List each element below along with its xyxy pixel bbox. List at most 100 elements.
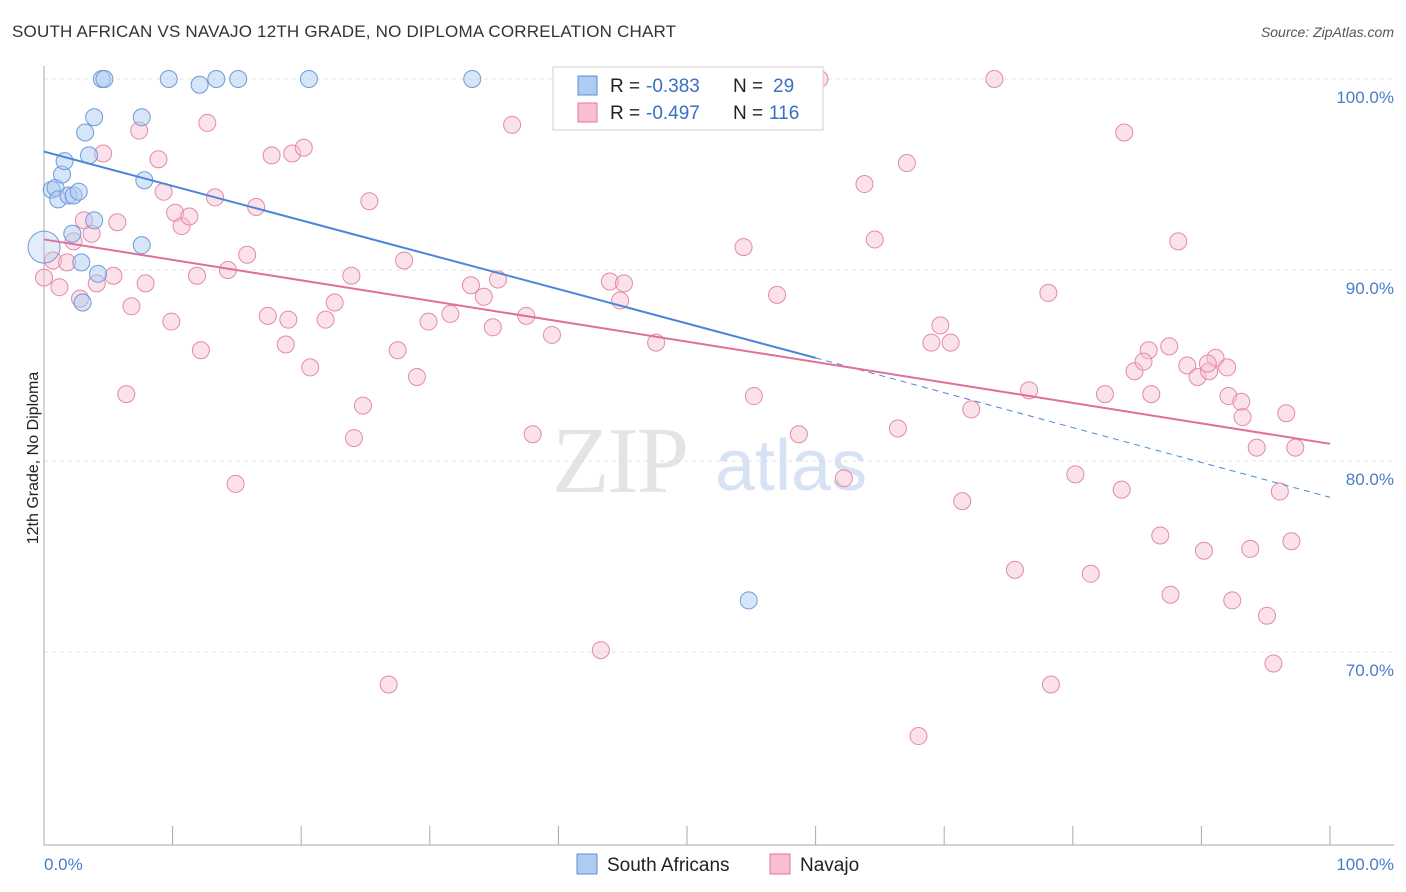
navajo-point-23 bbox=[191, 341, 210, 360]
navajo-point-58 bbox=[600, 272, 619, 291]
navajo-point-11 bbox=[108, 213, 127, 232]
navajo-point-35 bbox=[294, 138, 313, 157]
navajo-point-103 bbox=[1232, 392, 1251, 411]
trend-lines bbox=[43, 150, 1331, 498]
legend-label-south-africans: South Africans bbox=[607, 855, 730, 876]
navajo-point-66 bbox=[789, 425, 808, 444]
navajo-point-40 bbox=[344, 429, 363, 448]
navajo-point-10 bbox=[104, 266, 123, 285]
south-africans-point-11 bbox=[73, 293, 92, 312]
navajo-point-80 bbox=[1005, 560, 1024, 579]
navajo-point-115 bbox=[1198, 354, 1217, 373]
stats-r-label-south-africans: R = bbox=[610, 76, 640, 97]
navajo-point-37 bbox=[316, 310, 335, 329]
navajo-point-28 bbox=[238, 245, 257, 264]
navajo-point-91 bbox=[1142, 385, 1161, 404]
navajo-point-49 bbox=[461, 276, 480, 295]
stats-n-label-navajo: N = bbox=[733, 103, 763, 124]
south-africans-point-12 bbox=[76, 123, 95, 142]
south-africans-point-19 bbox=[132, 236, 151, 255]
south-africans-point-18 bbox=[95, 70, 114, 88]
navajo-point-55 bbox=[523, 425, 542, 444]
y-tick-label-70: 70.0% bbox=[1346, 661, 1394, 680]
south-africans-point-24 bbox=[207, 70, 226, 88]
south-africans-trend-extension bbox=[815, 357, 1331, 498]
chart-title: SOUTH AFRICAN VS NAVAJO 12TH GRADE, NO D… bbox=[12, 22, 677, 41]
navajo-point-97 bbox=[1188, 367, 1207, 386]
south-africans-point-25 bbox=[229, 70, 248, 88]
navajo-point-107 bbox=[1257, 606, 1276, 625]
south-africans-point-15 bbox=[85, 108, 104, 127]
navajo-point-2 bbox=[50, 278, 69, 297]
navajo-point-76 bbox=[941, 333, 960, 352]
stats-r-value-navajo: -0.497 bbox=[646, 103, 700, 124]
navajo-point-108 bbox=[1264, 654, 1283, 673]
navajo-point-70 bbox=[865, 230, 884, 249]
navajo-point-75 bbox=[931, 316, 950, 335]
navajo-point-42 bbox=[360, 192, 379, 211]
navajo-point-46 bbox=[407, 367, 426, 386]
axes bbox=[43, 66, 1394, 846]
navajo-point-104 bbox=[1233, 408, 1252, 427]
south-africans-point-9 bbox=[69, 182, 88, 201]
navajo-point-24 bbox=[198, 113, 217, 132]
south-africans-point-16 bbox=[89, 264, 108, 283]
navajo-point-12 bbox=[117, 385, 136, 404]
navajo-point-39 bbox=[342, 266, 361, 285]
navajo-point-41 bbox=[353, 396, 372, 415]
navajo-point-98 bbox=[1194, 541, 1213, 560]
navajo-point-93 bbox=[1160, 337, 1179, 356]
navajo-point-43 bbox=[379, 675, 398, 694]
legend-swatch-navajo bbox=[769, 853, 791, 875]
stats-legend: R = -0.383 N = 29 R = -0.497 N = 116 bbox=[552, 66, 824, 131]
navajo-point-52 bbox=[488, 270, 507, 289]
navajo-point-34 bbox=[283, 144, 302, 163]
navajo-point-0 bbox=[35, 268, 53, 287]
stats-swatch-south-africans bbox=[577, 75, 598, 96]
navajo-point-106 bbox=[1247, 438, 1266, 457]
watermark-zip: ZIP bbox=[552, 409, 687, 513]
navajo-point-111 bbox=[1282, 532, 1301, 551]
y-tick-label-90: 90.0% bbox=[1346, 279, 1394, 298]
stats-r-label-navajo: R = bbox=[610, 103, 640, 124]
navajo-point-83 bbox=[1041, 675, 1060, 694]
navajo-point-82 bbox=[1039, 283, 1058, 302]
navajo-point-85 bbox=[1081, 564, 1100, 583]
x-tick-label-left: 0.0% bbox=[44, 855, 83, 874]
navajo-point-60 bbox=[614, 274, 633, 293]
navajo-point-89 bbox=[1125, 362, 1144, 381]
series-legend: South Africans Navajo bbox=[576, 853, 859, 876]
y-tick-label-100: 100.0% bbox=[1336, 88, 1394, 107]
navajo-point-72 bbox=[897, 154, 916, 173]
navajo-point-32 bbox=[276, 335, 295, 354]
navajo-point-13 bbox=[122, 297, 141, 316]
navajo-point-102 bbox=[1223, 591, 1242, 610]
y-tick-label-80: 80.0% bbox=[1346, 470, 1394, 489]
stats-legend-box bbox=[552, 66, 824, 131]
navajo-point-38 bbox=[325, 293, 344, 312]
watermark: ZIP atlas bbox=[552, 409, 867, 513]
navajo-point-112 bbox=[1286, 438, 1305, 457]
navajo-trend-line bbox=[43, 238, 1331, 445]
watermark-atlas: atlas bbox=[715, 426, 867, 506]
south-africans-point-28 bbox=[739, 591, 758, 610]
navajo-point-71 bbox=[888, 419, 907, 438]
legend-swatch-south-africans bbox=[576, 853, 598, 875]
south-africans-point-7 bbox=[63, 224, 82, 243]
y-tick-labels: 100.0% 90.0% 80.0% 70.0% bbox=[1336, 88, 1394, 680]
south-africans-point-10 bbox=[72, 253, 91, 272]
navajo-point-105 bbox=[1241, 539, 1260, 558]
navajo-point-78 bbox=[962, 400, 981, 419]
navajo-point-22 bbox=[188, 266, 207, 285]
stats-r-value-south-africans: -0.383 bbox=[646, 76, 700, 97]
south-africans-trend-line bbox=[43, 150, 816, 359]
south-africans-point-27 bbox=[463, 70, 482, 88]
y-axis-title: 12th Grade, No Diploma bbox=[25, 372, 42, 545]
navajo-point-95 bbox=[1169, 232, 1188, 251]
navajo-point-86 bbox=[1095, 385, 1114, 404]
navajo-point-50 bbox=[474, 287, 493, 306]
navajo-point-45 bbox=[395, 251, 414, 270]
navajo-point-18 bbox=[162, 312, 181, 331]
stats-swatch-navajo bbox=[577, 102, 598, 123]
